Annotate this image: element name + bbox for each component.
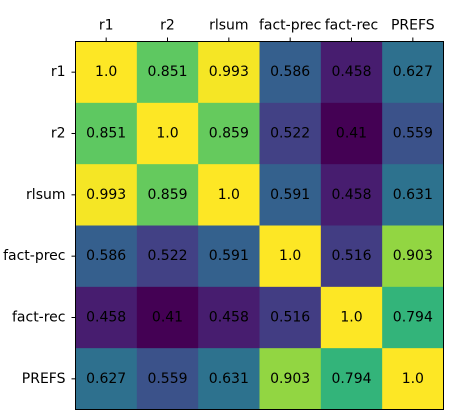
cell-value-label: 0.559: [393, 126, 433, 142]
heatmap-cell: [320, 164, 383, 226]
cell-value-label: 0.903: [270, 371, 310, 387]
heatmap-cell: [320, 225, 383, 288]
y-tick-label: fact-prec: [3, 248, 65, 264]
heatmap-cell: [382, 164, 444, 226]
cell-value-label: 0.458: [331, 64, 371, 80]
cell-value-label: 0.993: [209, 64, 249, 80]
cell-value-label: 0.516: [331, 248, 371, 264]
x-tick-label: r1: [99, 18, 114, 34]
heatmap-cell: [382, 225, 444, 288]
x-tick-label: fact-rec: [325, 18, 379, 34]
x-tick-label: r2: [160, 18, 175, 34]
y-tick-label: PREFS: [22, 371, 66, 387]
cell-value-label: 1.0: [279, 248, 301, 264]
heatmap-cell-labels: 1.0 0.851 0.993 0.586 0.458 0.627 0.851 1.0 0.85…: [86, 64, 433, 387]
cell-value-label: 0.522: [270, 126, 310, 142]
cell-value-label: 0.458: [209, 310, 249, 326]
heatmap-cell: [136, 286, 199, 349]
heatmap-cell: [382, 41, 444, 104]
heatmap-cell: [75, 102, 138, 165]
cell-value-label: 1.0: [156, 126, 178, 142]
cell-value-label: 0.794: [331, 371, 371, 387]
cell-value-label: 1.0: [340, 310, 362, 326]
heatmap-cell: [320, 348, 383, 410]
y-tick-label: fact-rec: [12, 310, 66, 326]
y-tick-label: rlsum: [26, 187, 65, 203]
heatmap-cell: [320, 286, 383, 349]
cell-value-label: 0.859: [147, 187, 187, 203]
cell-value-label: 0.859: [209, 126, 249, 142]
heatmap-cell: [382, 348, 444, 410]
heatmap-cell: [198, 102, 260, 165]
cell-value-label: 0.794: [393, 310, 433, 326]
cell-value-label: 1.0: [218, 187, 240, 203]
cell-value-label: 0.851: [86, 126, 126, 142]
heatmap-cell: [136, 41, 199, 104]
heatmap-cell: [382, 286, 444, 349]
y-axis-ticks: r1 r2 rlsum fact-prec fact-rec PREFS: [3, 64, 76, 387]
heatmap-cells: [75, 41, 444, 410]
heatmap-cell: [259, 348, 322, 410]
cell-value-label: 0.458: [86, 310, 126, 326]
heatmap-cell: [75, 286, 138, 349]
heatmap-cell: [136, 164, 199, 226]
heatmap-cell: [75, 41, 138, 104]
x-axis-ticks: r1 r2 rlsum fact-prec fact-rec PREFS: [99, 18, 435, 42]
heatmap-cell: [320, 102, 383, 165]
cell-value-label: 1.0: [402, 371, 424, 387]
heatmap-cell: [259, 164, 322, 226]
heatmap-cell: [136, 225, 199, 288]
cell-value-label: 0.586: [86, 248, 126, 264]
heatmap-cell: [75, 348, 138, 410]
cell-value-label: 0.631: [393, 187, 433, 203]
cell-value-label: 0.522: [147, 248, 187, 264]
cell-value-label: 0.458: [331, 187, 371, 203]
heatmap-cell: [382, 102, 444, 165]
heatmap-cell: [136, 348, 199, 410]
heatmap-cell: [259, 41, 322, 104]
cell-value-label: 0.631: [209, 371, 249, 387]
heatmap-cell: [136, 102, 199, 165]
cell-value-label: 0.993: [86, 187, 126, 203]
heatmap-cell: [259, 225, 322, 288]
y-tick-label: r1: [51, 64, 66, 80]
heatmap-cell: [198, 164, 260, 226]
heatmap-cell: [75, 164, 138, 226]
cell-value-label: 0.591: [270, 187, 310, 203]
heatmap-cell: [198, 286, 260, 349]
x-tick-label: fact-prec: [259, 18, 321, 34]
cell-value-label: 0.627: [86, 371, 126, 387]
plot-frame: [75, 41, 444, 410]
heatmap-cell: [198, 41, 260, 104]
y-tick-label: r2: [51, 126, 66, 142]
cell-value-label: 0.591: [209, 248, 249, 264]
heatmap-cell: [259, 102, 322, 165]
cell-value-label: 0.903: [393, 248, 433, 264]
cell-value-label: 0.41: [152, 310, 183, 326]
heatmap-cell: [75, 225, 138, 288]
cell-value-label: 0.586: [270, 64, 310, 80]
x-tick-label: rlsum: [209, 18, 248, 34]
x-tick-label: PREFS: [391, 18, 435, 34]
heatmap-cell: [259, 286, 322, 349]
cell-value-label: 0.559: [147, 371, 187, 387]
heatmap-cell: [198, 348, 260, 410]
cell-value-label: 0.41: [336, 126, 367, 142]
cell-value-label: 0.516: [270, 310, 310, 326]
heatmap-cell: [320, 41, 383, 104]
cell-value-label: 0.627: [393, 64, 433, 80]
cell-value-label: 0.851: [147, 64, 187, 80]
cell-value-label: 1.0: [95, 64, 117, 80]
heatmap-cell: [198, 225, 260, 288]
